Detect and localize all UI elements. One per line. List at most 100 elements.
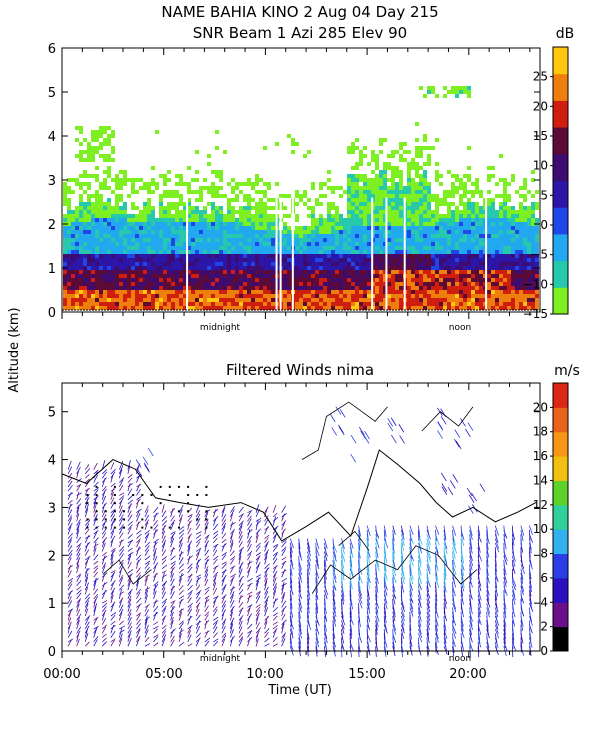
snr-cell: [363, 178, 367, 182]
snr-cell: [87, 270, 91, 274]
snr-cell: [271, 206, 275, 210]
snr-cell: [351, 262, 355, 266]
snr-cell: [271, 242, 275, 246]
snr-cell: [363, 298, 367, 302]
snr-cell: [215, 218, 219, 222]
snr-cell: [363, 274, 367, 278]
snr-cell: [191, 254, 195, 258]
snr-cell: [251, 186, 255, 190]
snr-cell: [487, 266, 491, 270]
snr-cell: [111, 302, 115, 306]
snr-cell: [431, 214, 435, 218]
snr-cell: [515, 282, 519, 286]
snr-cell: [151, 238, 155, 242]
snr-cell: [155, 250, 159, 254]
snr-cell: [167, 282, 171, 286]
snr-cell: [355, 246, 359, 250]
snr-cell: [367, 206, 371, 210]
snr-cell: [135, 298, 139, 302]
snr-cell: [91, 218, 95, 222]
snr-cell: [115, 174, 119, 178]
snr-cell: [515, 290, 519, 294]
snr-cell: [475, 242, 479, 246]
snr-cell: [327, 302, 331, 306]
snr-cell: [423, 162, 427, 166]
snr-cell: [375, 198, 379, 202]
snr-cell: [251, 286, 255, 290]
snr-cell: [67, 258, 71, 262]
snr-cell: [475, 182, 479, 186]
snr-cell: [255, 270, 259, 274]
snr-cell: [347, 198, 351, 202]
snr-cell: [171, 262, 175, 266]
snr-cell: [347, 210, 351, 214]
snr-cell: [151, 274, 155, 278]
snr-cell: [103, 238, 107, 242]
snr-cell: [75, 206, 79, 210]
snr-cell: [175, 278, 179, 282]
snr-cell: [147, 258, 151, 262]
snr-cell: [435, 218, 439, 222]
snr-cell: [503, 294, 507, 298]
snr-cell: [315, 238, 319, 242]
snr-cell: [327, 242, 331, 246]
snr-cell: [283, 290, 287, 294]
wind-barb: [248, 578, 253, 581]
snr-cell: [475, 206, 479, 210]
snr-cell: [243, 234, 247, 238]
snr-cell: [95, 202, 99, 206]
snr-cell: [95, 266, 99, 270]
snr-cell: [523, 222, 527, 226]
snr-cell: [235, 210, 239, 214]
wind-barb: [77, 493, 82, 496]
snr-cell: [143, 258, 147, 262]
snr-cell: [335, 290, 339, 294]
snr-cell: [131, 186, 135, 190]
snr-cell: [167, 202, 171, 206]
snr-cell: [499, 258, 503, 262]
snr-cell: [423, 214, 427, 218]
snr-cell: [131, 258, 135, 262]
snr-cell: [459, 286, 463, 290]
snr-cell: [91, 258, 95, 262]
snr-cell: [91, 290, 95, 294]
snr-cell: [231, 214, 235, 218]
snr-cell: [159, 266, 163, 270]
snr-cell: [135, 246, 139, 250]
snr-cell: [511, 274, 515, 278]
snr-cell: [199, 278, 203, 282]
snr-cell: [311, 254, 315, 258]
snr-cell: [103, 206, 107, 210]
snr-cell: [395, 246, 399, 250]
snr-cell: [283, 282, 287, 286]
snr-cell: [91, 282, 95, 286]
snr-cell: [447, 206, 451, 210]
snr-cell: [67, 226, 71, 230]
snr-cell: [311, 262, 315, 266]
snr-cell: [387, 266, 391, 270]
snr-cell: [259, 274, 263, 278]
snr-cell: [247, 194, 251, 198]
snr-cell: [387, 162, 391, 166]
snr-cell: [219, 282, 223, 286]
snr-cell: [247, 230, 251, 234]
snr-cell: [335, 222, 339, 226]
snr-cell: [199, 270, 203, 274]
snr-cell: [475, 230, 479, 234]
wind-barb: [162, 599, 167, 603]
snr-cell: [215, 238, 219, 242]
snr-cell: [367, 238, 371, 242]
snr-cell: [367, 214, 371, 218]
snr-cell: [351, 186, 355, 190]
snr-cell: [259, 278, 263, 282]
snr-cell: [491, 286, 495, 290]
snr-cell: [295, 218, 299, 222]
snr-cell: [191, 230, 195, 234]
snr-cell: [295, 190, 299, 194]
snr-cell: [499, 238, 503, 242]
snr-cell: [431, 286, 435, 290]
snr-cell: [355, 266, 359, 270]
snr-cell: [307, 258, 311, 262]
wind-barb: [282, 557, 286, 560]
snr-cell: [359, 230, 363, 234]
